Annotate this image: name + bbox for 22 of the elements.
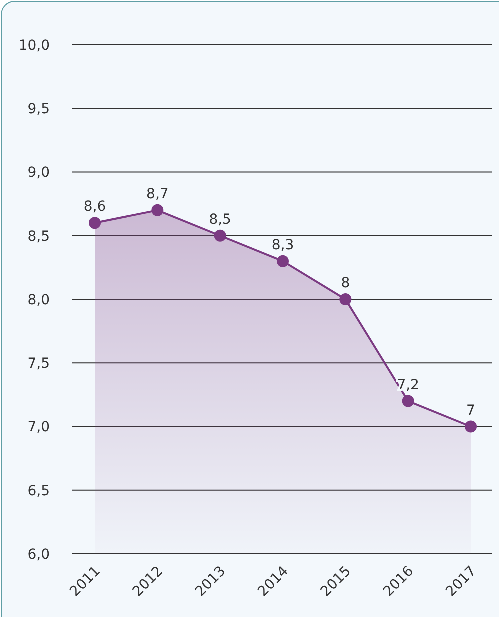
y-tick-label: 9,5	[28, 102, 50, 118]
data-label: 8,6	[84, 199, 106, 216]
data-label: 7	[466, 402, 476, 419]
data-label: 8	[341, 276, 350, 292]
y-tick-label: 7,5	[28, 356, 50, 372]
y-tick-label: 6,5	[28, 483, 50, 500]
point	[402, 395, 414, 408]
y-tick-label: 7,0	[28, 420, 50, 436]
y-tick-label: 6,0	[28, 546, 50, 563]
point	[277, 255, 289, 268]
point	[465, 420, 477, 433]
point	[340, 294, 352, 306]
data-label: 8,7	[146, 186, 169, 202]
y-tick-label: 10,0	[18, 38, 50, 54]
data-label: 8,3	[272, 237, 294, 254]
point	[152, 204, 164, 216]
point	[89, 217, 101, 230]
point	[214, 230, 226, 242]
y-tick-label: 9,0	[28, 165, 50, 182]
data-label: 8,5	[209, 212, 232, 228]
y-tick-label: 8,5	[28, 228, 50, 245]
y-tick-label: 8,0	[28, 292, 50, 308]
